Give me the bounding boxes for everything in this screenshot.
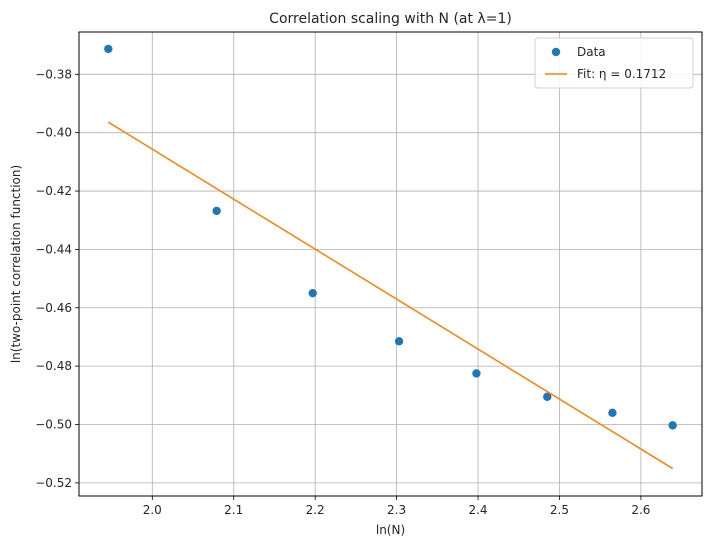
data-point xyxy=(472,369,481,378)
y-axis-label: ln(two-point correlation function) xyxy=(9,165,23,363)
legend-label: Fit: η = 0.1712 xyxy=(577,67,666,81)
x-gridlines xyxy=(151,32,642,496)
data-point xyxy=(212,206,221,216)
data-point xyxy=(608,408,617,418)
x-tick-label: 2.2 xyxy=(306,503,325,517)
x-tick-label: 2.4 xyxy=(468,503,487,517)
data-point xyxy=(543,392,552,401)
x-axis-ticks: 2.0 2.1 2.2 2.3 2.4 2.5 2.6 xyxy=(143,496,650,517)
y-tick-label: −0.38 xyxy=(35,67,72,81)
x-axis-label: ln(N) xyxy=(376,523,405,537)
y-tick-label: −0.52 xyxy=(35,476,72,490)
legend-marker-swatch xyxy=(551,47,561,57)
data-point xyxy=(104,44,113,54)
y-tick-label: −0.44 xyxy=(35,242,72,256)
legend: Data Fit: η = 0.1712 xyxy=(534,37,694,89)
x-tick-label: 2.1 xyxy=(224,503,243,517)
y-axis-ticks: −0.38 −0.40 −0.42 −0.44 −0.46 −0.48 −0.50 −0.52 xyxy=(35,67,79,490)
y-tick-label: −0.46 xyxy=(35,301,72,315)
x-tick-label: 2.3 xyxy=(387,503,406,517)
y-gridlines xyxy=(79,73,702,484)
x-tick-label: 2.0 xyxy=(143,503,162,517)
x-tick-label: 2.5 xyxy=(550,503,569,517)
y-tick-label: −0.50 xyxy=(35,418,72,432)
plot-frame xyxy=(78,31,703,497)
y-tick-label: −0.42 xyxy=(35,184,72,198)
chart-title: Correlation scaling with N (at λ=1) xyxy=(269,11,512,27)
legend-label: Data xyxy=(577,45,606,59)
fit-line xyxy=(107,121,674,470)
y-tick-label: −0.48 xyxy=(35,359,72,373)
x-tick-label: 2.6 xyxy=(631,503,650,517)
data-point xyxy=(308,288,317,298)
data-point xyxy=(394,337,404,346)
y-tick-label: −0.40 xyxy=(35,126,72,140)
data-point xyxy=(668,421,677,430)
series-layer xyxy=(104,44,677,470)
legend-box xyxy=(534,37,694,89)
